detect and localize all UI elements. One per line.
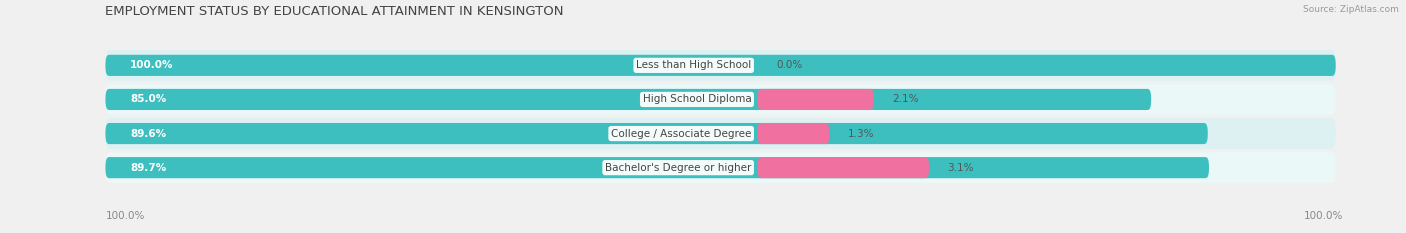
FancyBboxPatch shape	[105, 152, 1336, 183]
FancyBboxPatch shape	[758, 157, 929, 178]
Text: 100.0%: 100.0%	[131, 60, 173, 70]
Text: High School Diploma: High School Diploma	[643, 94, 751, 104]
FancyBboxPatch shape	[758, 89, 873, 110]
Text: 3.1%: 3.1%	[948, 163, 974, 173]
FancyBboxPatch shape	[105, 123, 1208, 144]
Text: 100.0%: 100.0%	[105, 211, 145, 221]
Text: Source: ZipAtlas.com: Source: ZipAtlas.com	[1303, 5, 1399, 14]
Text: EMPLOYMENT STATUS BY EDUCATIONAL ATTAINMENT IN KENSINGTON: EMPLOYMENT STATUS BY EDUCATIONAL ATTAINM…	[105, 5, 564, 18]
FancyBboxPatch shape	[105, 157, 1209, 178]
Text: 89.7%: 89.7%	[131, 163, 166, 173]
FancyBboxPatch shape	[105, 55, 1336, 76]
Text: 2.1%: 2.1%	[893, 94, 918, 104]
Text: Less than High School: Less than High School	[636, 60, 751, 70]
FancyBboxPatch shape	[105, 118, 1336, 149]
Text: Bachelor's Degree or higher: Bachelor's Degree or higher	[605, 163, 751, 173]
Text: 89.6%: 89.6%	[131, 129, 166, 139]
Text: College / Associate Degree: College / Associate Degree	[612, 129, 751, 139]
FancyBboxPatch shape	[105, 50, 1336, 81]
Text: 0.0%: 0.0%	[776, 60, 803, 70]
FancyBboxPatch shape	[105, 84, 1336, 115]
Text: 100.0%: 100.0%	[1303, 211, 1343, 221]
FancyBboxPatch shape	[105, 89, 1152, 110]
Text: 1.3%: 1.3%	[848, 129, 875, 139]
Text: 85.0%: 85.0%	[131, 94, 166, 104]
FancyBboxPatch shape	[758, 123, 830, 144]
